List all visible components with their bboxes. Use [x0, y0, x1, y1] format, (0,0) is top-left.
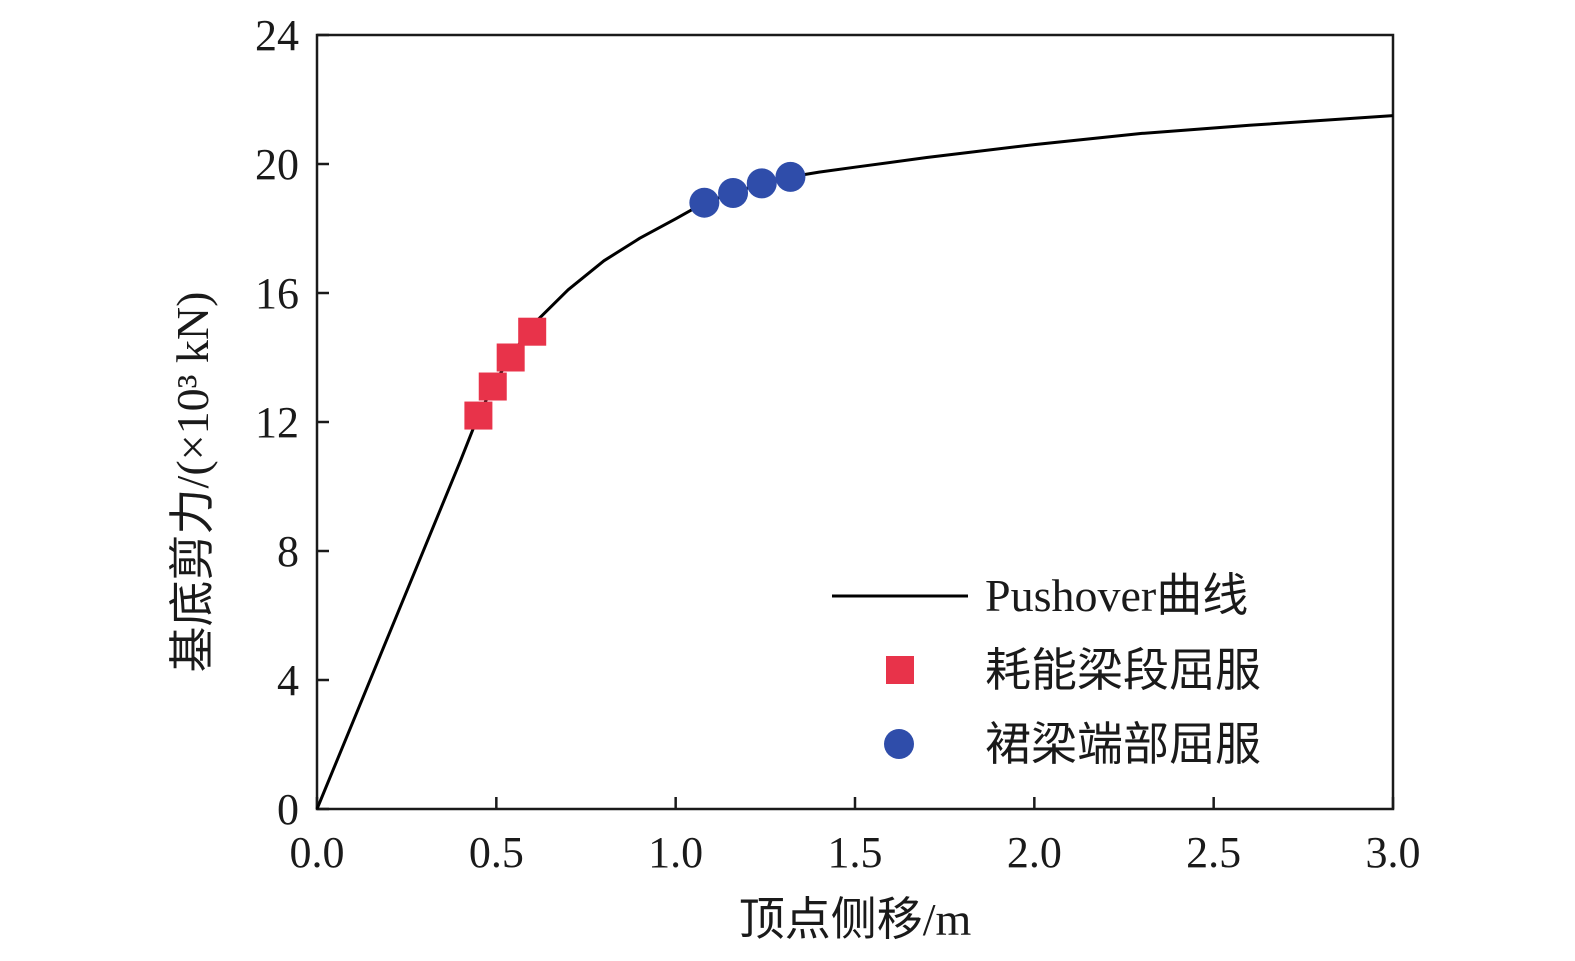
y-axis-title: 基底剪力/(×10³ kN) [167, 292, 218, 673]
x-tick-label: 0.0 [290, 828, 345, 877]
y-tick-label: 24 [255, 11, 299, 60]
legend-label-pushover: Pushover曲线 [985, 570, 1248, 621]
legend-label-skirt-yield: 裙梁端部屈服 [985, 719, 1261, 770]
link-yield-point [464, 401, 493, 430]
link-yield-point [496, 343, 525, 372]
y-tick-label: 8 [277, 527, 299, 576]
legend-label-link-yield: 耗能梁段屈服 [985, 645, 1261, 696]
pushover-curve-line [315, 114, 1394, 810]
y-tick-label: 16 [255, 269, 299, 318]
y-tick-label: 12 [255, 398, 299, 447]
x-tick-label: 1.0 [648, 828, 703, 877]
x-axis-title: 顶点侧移/m [739, 894, 972, 945]
y-tick-label: 20 [255, 140, 299, 189]
x-tick-label: 2.0 [1007, 828, 1062, 877]
legend: Pushover曲线 耗能梁段屈服 裙梁端部屈服 [832, 570, 1261, 770]
link-yield-point [478, 372, 507, 401]
x-tick-label: 3.0 [1366, 828, 1421, 877]
skirt-beam-yield-point [746, 168, 777, 199]
y-tick-label: 0 [277, 785, 299, 834]
skirt-beam-yield-point [689, 187, 720, 218]
x-tick-label: 0.5 [469, 828, 524, 877]
x-axis: 0.0 0.5 1.0 1.5 2.0 2.5 3.0 [290, 797, 1421, 877]
legend-marker-skirt-yield [884, 729, 914, 759]
skirt-beam-yield-point [775, 161, 806, 192]
x-tick-label: 1.5 [828, 828, 883, 877]
legend-marker-link-yield [886, 656, 914, 684]
skirt-beam-yield-point [718, 178, 749, 209]
y-axis: 0 4 8 12 16 20 24 [255, 11, 329, 834]
link-yield-point [518, 317, 547, 346]
series-layer [315, 114, 1394, 810]
x-tick-label: 2.5 [1186, 828, 1241, 877]
y-tick-label: 4 [277, 656, 299, 705]
